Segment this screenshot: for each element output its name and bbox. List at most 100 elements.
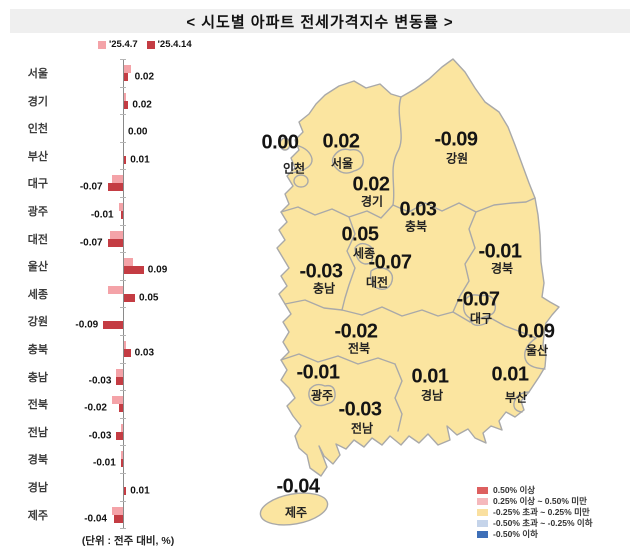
bar-value-label: 0.05 (139, 292, 159, 304)
bar-curr (107, 183, 123, 192)
bar-chart-axis-tick (120, 86, 126, 88)
border-chungnam-jeonbuk (284, 299, 343, 311)
map-value-label: -0.01 (478, 240, 522, 263)
map-region-name: 인천 (282, 161, 306, 176)
border-gangwon-south (392, 197, 536, 213)
bar-chart-category-label: 충북 (27, 344, 48, 356)
border-incheon (291, 144, 313, 174)
map-legend-item: -0.50% 초과 ~ -0.25% 이하 (477, 518, 593, 528)
map-region-jeju (259, 492, 329, 526)
map-region-name: 강원 (445, 151, 469, 166)
bar-chart-category-label: 강원 (27, 316, 48, 329)
bar-value-label: 0.01 (130, 154, 150, 166)
border-ulsan (524, 337, 546, 370)
bar-chart-category-label: 경기 (27, 95, 48, 108)
bar-chart-category-label: 광주 (27, 206, 48, 218)
bar-chart-axis-tick (120, 59, 126, 60)
bar-prev (112, 396, 123, 405)
map-value-label: 0.01 (491, 363, 529, 386)
legend-series-name: '25.4.7 (109, 39, 138, 50)
border-gyeonggi-gangwon (392, 96, 402, 206)
map-value-label: 0.02 (322, 130, 360, 153)
bar-chart-axis-tick (120, 500, 126, 502)
bar-prev (109, 230, 123, 239)
bar-chart-category-label: 대구 (27, 178, 48, 191)
bar-chart-category-label: 세종 (27, 288, 48, 301)
bar-value-label: 0.00 (128, 126, 148, 138)
border-gyeongbuk-gyeongnam (452, 311, 537, 339)
map-legend-item: -0.25% 초과 ~ 0.25% 미만 (477, 507, 593, 517)
bar-prev (124, 65, 131, 73)
map-region-name: 대구 (469, 311, 493, 326)
bar-chart-axis-tick (120, 114, 126, 116)
map-value-label: 0.09 (517, 320, 555, 343)
map-region-name: 충북 (404, 219, 428, 234)
bar-chart-axis-tick (120, 224, 126, 226)
bar-chart-axis (123, 59, 124, 529)
map-legend-label: -0.25% 초과 ~ 0.25% 미만 (493, 507, 590, 517)
map-value-label: -0.01 (296, 361, 340, 384)
bar-chart-category-label: 인천 (27, 123, 48, 136)
bar-chart-legend: '25.4.7 '25.4.14 (98, 39, 192, 50)
map-legend-item: -0.50% 이하 (477, 529, 593, 539)
map-value-label: 0.01 (411, 365, 449, 388)
bar-chart-category-label: 부산 (27, 150, 48, 163)
bar-value-label: -0.04 (84, 513, 107, 525)
bar-curr (124, 266, 144, 275)
bar-chart-legend-item: '25.4.7 (98, 39, 138, 50)
map-region-name: 경북 (490, 261, 514, 276)
bar-curr (116, 376, 123, 385)
map-region-name: 충남 (312, 281, 336, 296)
bar-chart-axis-tick (120, 362, 126, 364)
bar-value-label: -0.01 (93, 457, 116, 469)
border-jeonbuk-east (341, 306, 454, 317)
bar-prev (120, 451, 123, 460)
bar-chart-category-label: 제주 (27, 509, 48, 522)
map-island-west-2 (293, 174, 309, 188)
bar-chart-legend-item: '25.4.14 (146, 39, 192, 50)
map-region-name: 서울 (330, 156, 354, 171)
korea-map: 0.00 인천 0.02 서울 0.02 경기 -0.09 강원 0.03 충북 0.05 세종 -0.… (238, 55, 638, 547)
bar-value-label: -0.02 (84, 402, 107, 414)
map-region-name: 제주 (284, 505, 308, 520)
korea-map-svg (259, 58, 560, 526)
map-region-name: 광주 (310, 388, 334, 403)
map-value-label: 0.02 (352, 173, 390, 196)
bar-curr (124, 73, 129, 81)
bar-value-label: 0.09 (147, 264, 168, 276)
map-region-name: 전북 (347, 341, 371, 356)
bar-chart-axis-tick (120, 279, 126, 281)
border-gyeonggi-south (280, 204, 394, 219)
bar-curr (103, 321, 123, 330)
bar-curr (120, 459, 123, 468)
map-region-seoul (331, 148, 364, 174)
map-value-label: -0.09 (434, 128, 478, 151)
bar-value-label: 0.01 (130, 485, 150, 497)
map-legend-swatch (477, 530, 488, 538)
map-legend-item: 0.50% 이상 (477, 485, 593, 495)
border-chungbuk-gyeongbuk (452, 211, 477, 313)
bar-chart-axis-tick (120, 169, 126, 171)
bar-chart-category-label: 경남 (27, 482, 48, 494)
map-legend-label: -0.50% 초과 ~ -0.25% 이하 (493, 518, 593, 528)
page-title: < 시도별 아파트 전세가격지수 변동률 > (10, 9, 630, 33)
legend-swatch (98, 40, 106, 49)
bar-chart-category-label: 대전 (27, 233, 48, 246)
bar-chart-category-label: 서울 (27, 68, 48, 80)
bar-curr (118, 404, 123, 413)
map-legend-swatch (477, 508, 488, 516)
legend-series-name: '25.4.14 (157, 39, 192, 50)
bar-prev (112, 175, 123, 184)
legend-swatch (146, 40, 155, 49)
map-value-label: 0.03 (399, 198, 437, 221)
map-region-daejeon (369, 267, 394, 291)
bar-chart-axis-tick (120, 252, 126, 254)
bar-prev (112, 506, 123, 515)
map-region-sejong (354, 242, 374, 265)
map-region-name: 경남 (420, 388, 444, 403)
bar-value-label: 0.03 (134, 347, 155, 359)
bar-curr (124, 349, 131, 357)
bar-curr (114, 514, 123, 523)
bar-chart-category-label: 경북 (27, 454, 48, 467)
